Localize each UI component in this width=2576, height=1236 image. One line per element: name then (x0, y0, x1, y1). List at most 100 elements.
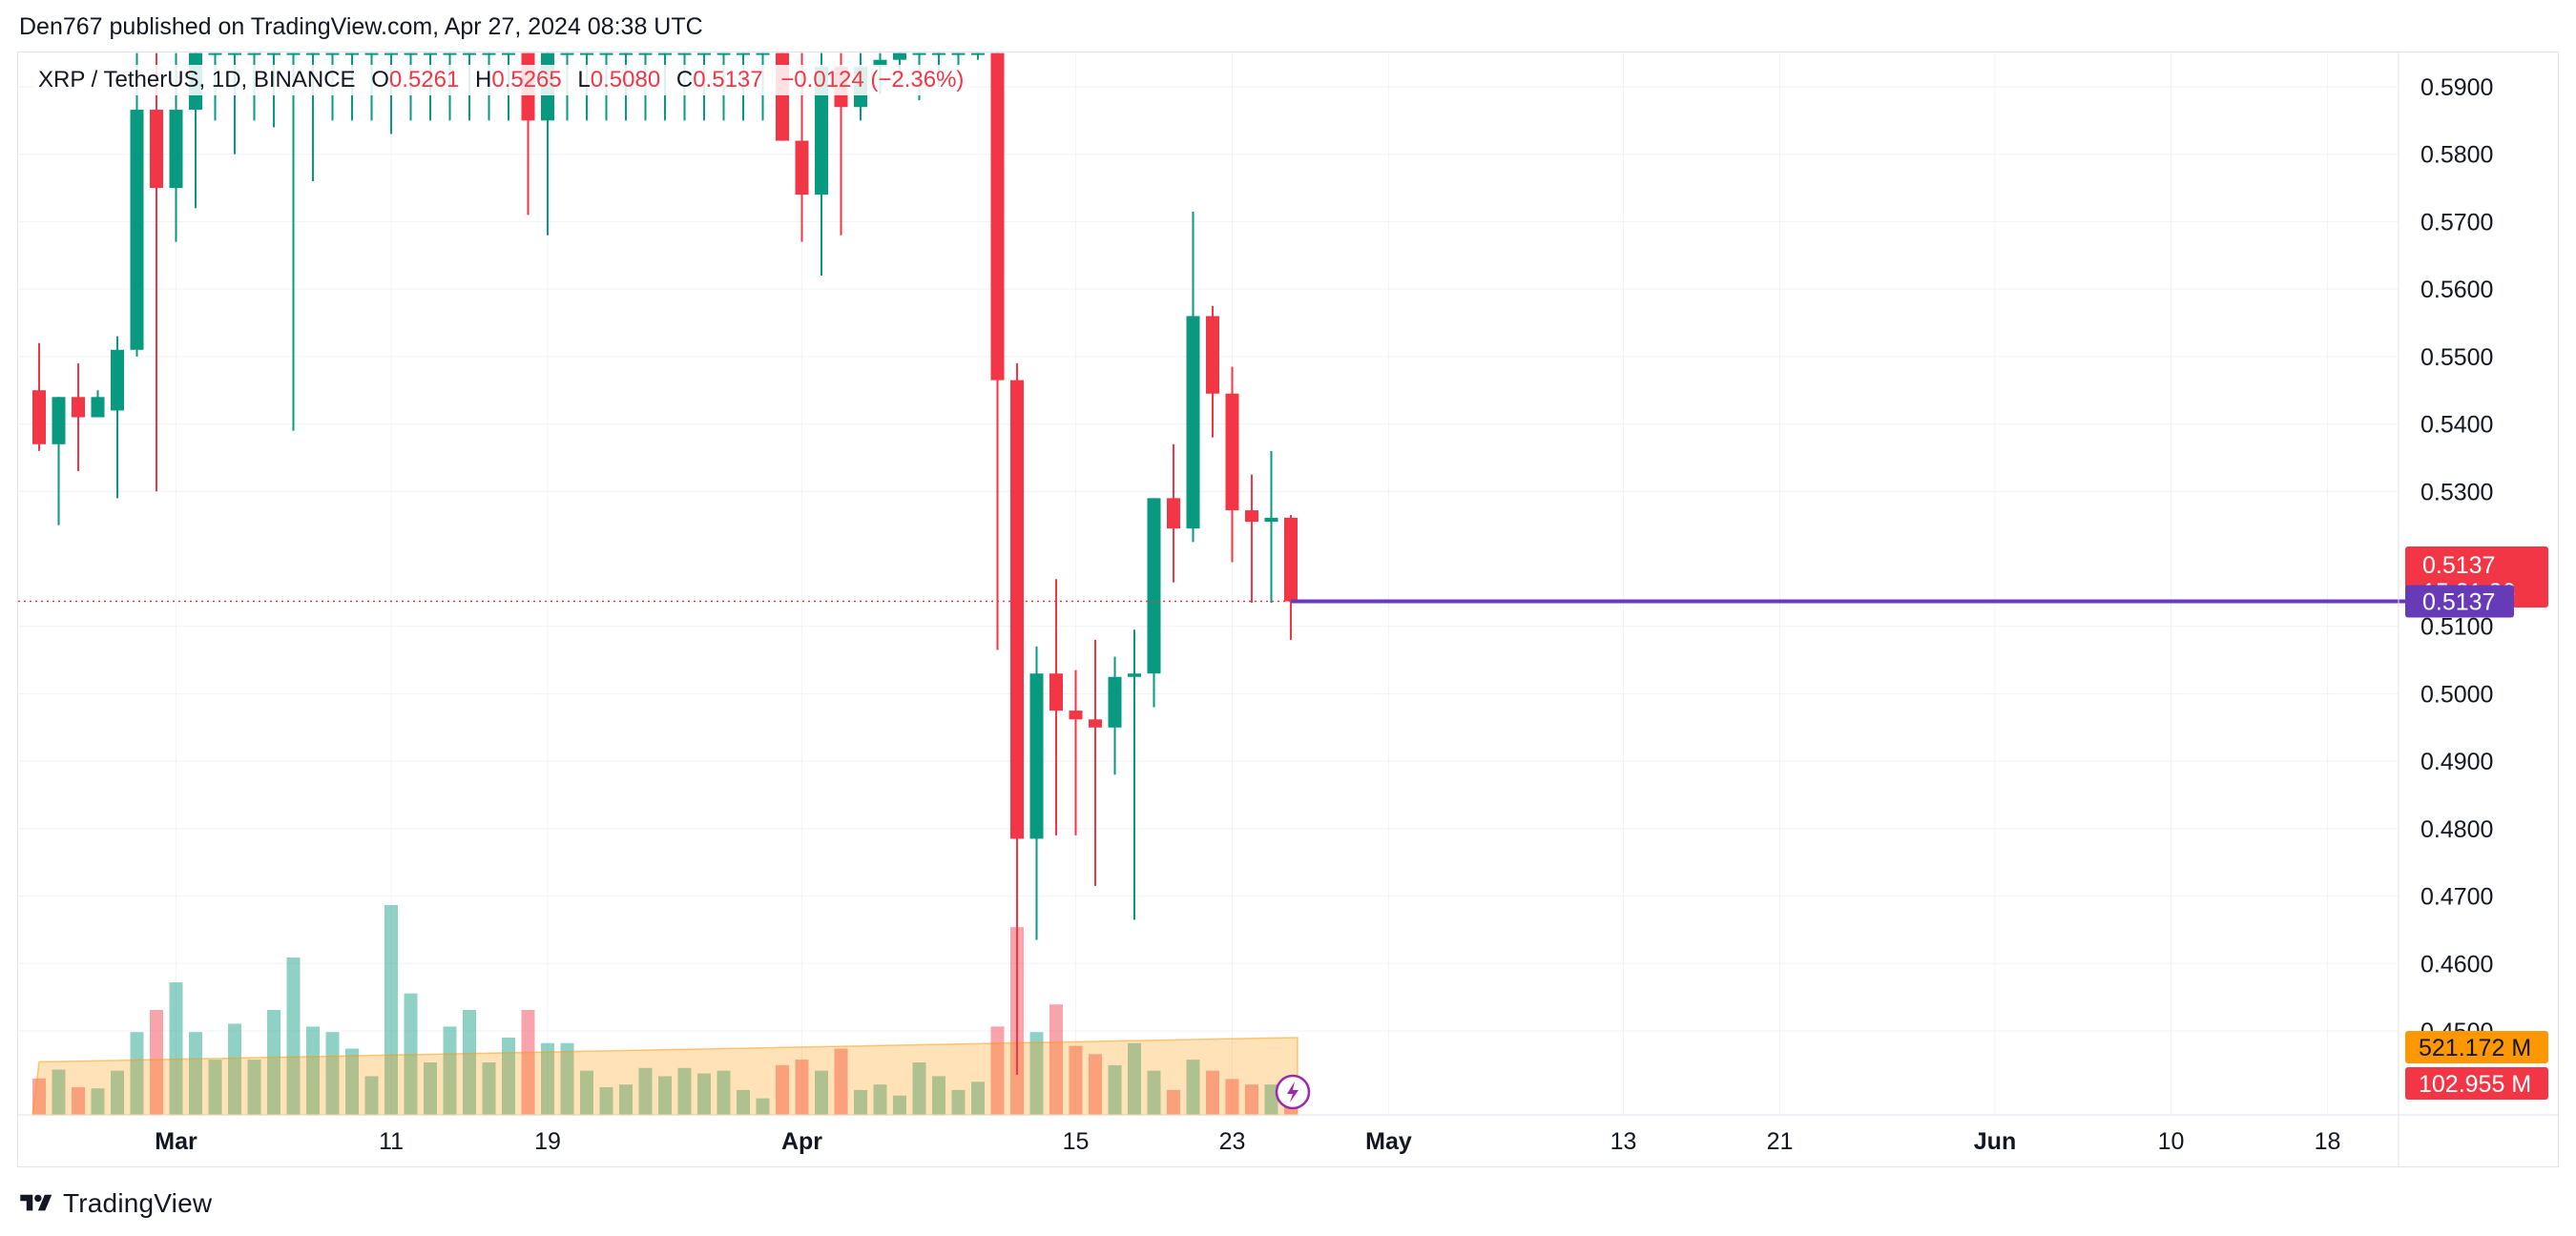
time-tick-label: 15 (1063, 1128, 1090, 1155)
volume-bar (697, 1073, 711, 1115)
candle-body[interactable] (169, 110, 183, 189)
candle-body[interactable] (384, 52, 398, 55)
candle-body[interactable] (951, 52, 966, 55)
tradingview-logo-icon (20, 1194, 52, 1211)
legend-high-label: H (475, 67, 492, 93)
time-tick-label: Jun (1974, 1128, 2016, 1155)
candle-body[interactable] (1186, 316, 1200, 529)
candle-body[interactable] (502, 52, 515, 55)
candle-body[interactable] (619, 52, 633, 55)
legend-symbol[interactable]: XRP / TetherUS, 1D, BINANCE (38, 67, 356, 93)
volume-bar (521, 1010, 535, 1115)
price-tick-label: 0.5800 (2420, 142, 2493, 169)
volume-bar (443, 1026, 457, 1115)
price-tick-label: 0.4800 (2420, 816, 2493, 843)
candle-body[interactable] (815, 66, 828, 196)
candle-body[interactable] (1010, 380, 1024, 839)
volume-bar (1029, 1032, 1044, 1115)
candle-body[interactable] (325, 52, 340, 55)
candle-body[interactable] (560, 52, 574, 55)
price-tick-label: 0.5700 (2420, 209, 2493, 236)
candle-body[interactable] (1108, 676, 1122, 728)
candle-body[interactable] (638, 52, 653, 55)
candle-body[interactable] (364, 52, 379, 55)
candle-body[interactable] (150, 110, 163, 189)
candle-body[interactable] (1089, 719, 1102, 728)
legend-low-label: L (577, 67, 591, 93)
candle-body[interactable] (208, 52, 222, 55)
candle-body[interactable] (873, 59, 887, 67)
candle-body[interactable] (91, 397, 105, 418)
candle-body[interactable] (1245, 510, 1258, 523)
volume-bar (267, 1010, 280, 1115)
candle-body[interactable] (697, 52, 711, 55)
candle-body[interactable] (482, 52, 496, 55)
candle-body[interactable] (1264, 517, 1278, 523)
price-tick-label: 0.4700 (2420, 884, 2493, 911)
candle-body[interactable] (1069, 711, 1083, 720)
volume-bar (384, 905, 398, 1115)
volume-bar (189, 1032, 202, 1115)
candle-body[interactable] (599, 52, 613, 55)
candle-body[interactable] (717, 52, 731, 55)
candle-body[interactable] (932, 52, 945, 55)
volume-bar (638, 1067, 653, 1115)
volume-bar (1225, 1079, 1239, 1115)
candle-body[interactable] (1225, 393, 1239, 511)
candlestick-chart[interactable]: 0.5900 0.5800 0.5700 0.5600 0.5500 0.5400 0.53… (18, 52, 2558, 1166)
candle-body[interactable] (990, 52, 1005, 381)
legend-high-value: 0.5265 (491, 67, 562, 93)
candle-body[interactable] (1206, 316, 1219, 394)
volume-bar (169, 982, 183, 1115)
candle-body[interactable] (971, 52, 985, 55)
candle-body[interactable] (32, 390, 46, 444)
candle-body[interactable] (52, 397, 66, 444)
candle-body[interactable] (1049, 673, 1063, 711)
candle-body[interactable] (247, 52, 261, 55)
volume-last-badge[interactable] (2405, 1067, 2548, 1100)
candle-body[interactable] (580, 52, 593, 55)
time-tick-label: 23 (1219, 1128, 1246, 1155)
candle-body[interactable] (267, 52, 280, 55)
time-tick-label: 21 (1767, 1128, 1794, 1155)
volume-bar (424, 1062, 437, 1115)
candle-body[interactable] (756, 52, 770, 55)
candle-body[interactable] (424, 52, 437, 55)
candle-body[interactable] (404, 52, 418, 55)
candle-body[interactable] (737, 52, 750, 55)
volume-bar (502, 1037, 515, 1115)
volume-bar (111, 1070, 124, 1115)
candle-body[interactable] (795, 140, 809, 196)
candle-body[interactable] (1284, 517, 1298, 602)
time-tick-label: 10 (2158, 1128, 2185, 1155)
volume-bar (599, 1087, 613, 1115)
time-tick-label: 19 (534, 1128, 561, 1155)
footer-brand[interactable]: TradingView (17, 1188, 212, 1219)
line-price-badge[interactable] (2405, 585, 2514, 618)
price-tick-label: 0.5000 (2420, 681, 2493, 708)
candle-body[interactable] (72, 397, 85, 418)
volume-bar (325, 1032, 340, 1115)
volume-bar (1167, 1089, 1180, 1115)
candle-body[interactable] (306, 52, 320, 55)
candle-body[interactable] (286, 52, 301, 55)
candle-body[interactable] (893, 52, 906, 60)
candle-body[interactable] (1029, 673, 1044, 839)
line-price-value: 0.5137 (2422, 589, 2495, 616)
candle-body[interactable] (1128, 673, 1141, 677)
candle-body[interactable] (443, 52, 457, 55)
candle-body[interactable] (345, 52, 359, 55)
chart-frame[interactable]: 0.5900 0.5800 0.5700 0.5600 0.5500 0.5400 0.53… (17, 52, 2559, 1167)
candle-body[interactable] (912, 52, 926, 55)
candle-body[interactable] (463, 52, 476, 55)
candle-body[interactable] (228, 52, 241, 55)
publisher-line: Den767 published on TradingView.com, Apr… (19, 13, 703, 40)
candle-body[interactable] (677, 52, 692, 55)
candle-body[interactable] (1167, 498, 1180, 529)
volume-ma-badge[interactable] (2405, 1031, 2548, 1063)
candle-body[interactable] (111, 349, 124, 411)
candle-body[interactable] (658, 52, 672, 55)
volume-bar (737, 1089, 750, 1115)
candle-body[interactable] (130, 110, 144, 350)
candle-body[interactable] (1147, 498, 1161, 674)
